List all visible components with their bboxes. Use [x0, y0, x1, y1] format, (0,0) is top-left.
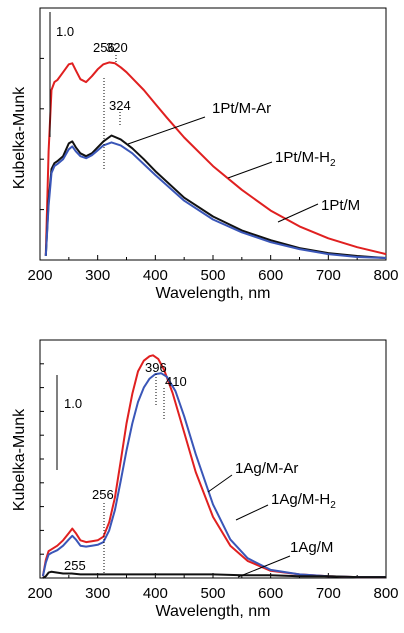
top-plot-frame [39, 7, 387, 261]
bottom-x-tick-label-700: 700 [316, 585, 341, 602]
bottom-peak-label-396: 396 [145, 360, 167, 375]
top-x-tick-label-200: 200 [27, 267, 52, 284]
top-x-tick-label-600: 600 [258, 267, 283, 284]
top-peak-label-324: 324 [109, 98, 131, 113]
bottom-peak-label-256: 256 [92, 487, 114, 502]
top-callout-line-ar [127, 116, 206, 145]
bottom-series-label-h2-subscript: 2 [330, 500, 336, 511]
bottom-y-axis-title: Kubelka-Munk [11, 408, 28, 511]
top-series-lines [44, 61, 387, 259]
bottom-x-tick-label-600: 600 [258, 585, 283, 602]
top-y-tick-marks [40, 57, 44, 211]
top-series-label-m: 1Pt/M [321, 197, 360, 214]
top-scale-bar-label: 1.0 [56, 24, 74, 39]
top-callout-line-m [277, 203, 319, 223]
bottom-x-axis-title: Wavelength, nm [155, 603, 270, 620]
top-series-line-1pt-m-ar [44, 61, 387, 256]
top-peak-label-320: 320 [106, 40, 128, 55]
bottom-series-lines [41, 354, 386, 579]
bottom-series-label-m: 1Ag/M [290, 539, 333, 556]
bottom-series-label-ar: 1Ag/M-Ar [235, 460, 298, 477]
top-series-label-ar: 1Pt/M-Ar [212, 100, 271, 117]
top-x-tick-label-400: 400 [143, 267, 168, 284]
top-x-tick-marks: 200 300 400 500 600 700 800 [27, 255, 399, 284]
top-x-tick-label-800: 800 [373, 267, 398, 284]
top-callout-line-h2 [227, 161, 273, 179]
top-series-label-h2: 1Pt/M-H2 [275, 149, 336, 169]
bottom-x-tick-label-800: 800 [373, 585, 398, 602]
bottom-x-tick-label-400: 400 [143, 585, 168, 602]
bottom-x-tick-marks: 200 300 400 500 600 700 800 [27, 573, 399, 602]
bottom-callout-line-h2 [235, 504, 269, 521]
bottom-x-tick-label-200: 200 [27, 585, 52, 602]
bottom-callout-line-m [237, 555, 291, 578]
bottom-series-label-h2-base: 1Ag/M-H [271, 491, 330, 508]
bottom-y-tick-marks [40, 363, 44, 555]
top-x-tick-label-500: 500 [200, 267, 225, 284]
bottom-scale-bar-label: 1.0 [64, 396, 82, 411]
top-series-line-1pt-m [44, 141, 387, 259]
top-x-axis-title: Wavelength, nm [155, 285, 270, 302]
bottom-peak-label-410: 410 [165, 374, 187, 389]
bottom-series-line-1ag-m-h2 [41, 372, 386, 579]
bottom-x-tick-label-500: 500 [200, 585, 225, 602]
bottom-peak-label-255: 255 [64, 558, 86, 573]
top-x-tick-label-300: 300 [85, 267, 110, 284]
bottom-callout-line-ar [207, 474, 233, 493]
top-series-label-h2-subscript: 2 [330, 158, 336, 169]
top-x-tick-label-700: 700 [316, 267, 341, 284]
top-y-axis-title: Kubelka-Munk [11, 86, 28, 189]
bottom-plot-frame [39, 339, 387, 579]
top-series-line-1pt-m-h2 [44, 134, 387, 259]
top-series-label-h2-base: 1Pt/M-H [275, 149, 330, 166]
bottom-series-label-h2: 1Ag/M-H2 [271, 491, 336, 511]
bottom-x-tick-label-300: 300 [85, 585, 110, 602]
top-chart-panel: 200 300 400 500 600 700 800 1.0 256 320 324 1P… [11, 7, 399, 302]
bottom-series-line-1ag-m-ar [41, 354, 386, 579]
top-peak-label-256: 256 [93, 40, 115, 55]
bottom-chart-panel: 200 300 400 500 600 700 800 1.0 396 410 256 25… [11, 339, 399, 620]
bottom-series-line-1ag-m [42, 570, 386, 579]
